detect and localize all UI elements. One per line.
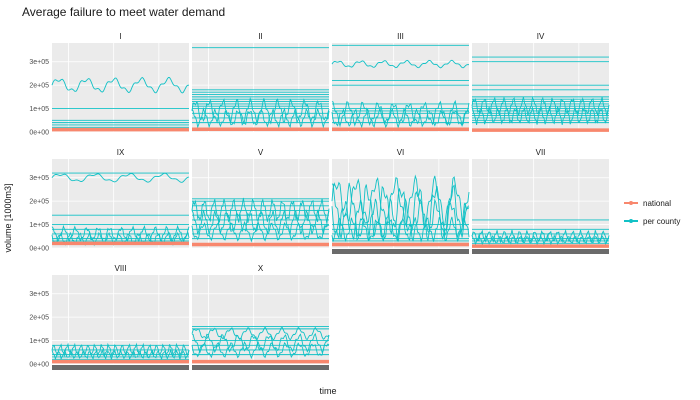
facet-panel-I: I 0e+00 1e+05 2e+05 3e+05 (29, 32, 189, 137)
panel-background (472, 159, 609, 248)
facet-label: IX (117, 148, 125, 157)
series-line-per-county (331, 174, 470, 228)
series-line-per-county (331, 182, 470, 239)
series-line-per-county (51, 76, 189, 94)
facet-label: III (397, 32, 404, 41)
y-axis-title: volume [1000m3] (3, 183, 13, 252)
series-line-per-county (331, 106, 470, 129)
legend-key-point (629, 201, 633, 205)
facet-panel-II: II (191, 32, 330, 133)
facet-label: IV (537, 32, 545, 41)
series-line-per-county (191, 208, 330, 236)
series-line-per-county (471, 96, 610, 117)
y-tick-label: 1e+05 (29, 338, 49, 345)
series-line-per-county (191, 106, 330, 129)
x-tick-labels-overlapping (472, 249, 609, 254)
y-tick-label: 1e+05 (29, 106, 49, 113)
series-line-per-county (471, 233, 610, 246)
series-line-per-county (51, 348, 190, 362)
x-tick-labels-overlapping (52, 365, 189, 370)
facet-panel-V: V (191, 148, 330, 249)
series-line-per-county (191, 197, 330, 223)
series-line-per-county (191, 220, 330, 243)
series-line-per-county (191, 326, 330, 341)
facet-label: I (119, 32, 121, 41)
panel-background (332, 43, 469, 132)
legend-entry: national (643, 199, 671, 208)
series-line-per-county (51, 172, 190, 183)
y-tick-label: 2e+05 (29, 315, 49, 322)
series-line-per-county (331, 216, 470, 243)
series-line-per-county (191, 97, 330, 125)
y-tick-label: 1e+05 (29, 222, 49, 229)
series-line-per-county (331, 59, 470, 69)
y-tick-label: 2e+05 (29, 199, 49, 206)
facet-label: V (258, 148, 264, 157)
facet-label: X (258, 264, 264, 273)
y-tick-label: 0e+00 (29, 130, 49, 137)
x-axis-title: time (319, 386, 336, 396)
y-tick-label: 0e+00 (29, 362, 49, 369)
series-line-per-county (51, 224, 190, 244)
facet-panel-VIII: VIII 0e+00 1e+05 2e+05 3e+05 (29, 264, 190, 370)
y-tick-label: 3e+05 (29, 175, 49, 182)
facet-panel-IX: IX 0e+00 1e+05 2e+05 3e+05 (29, 148, 190, 253)
legend-key-point (629, 219, 633, 223)
facet-panel-VI: VI (331, 148, 470, 254)
facet-label: VII (536, 148, 546, 157)
facet-label: VIII (114, 264, 126, 273)
series-line-per-county (471, 105, 610, 125)
x-tick-labels-overlapping (192, 365, 329, 370)
facet-label: II (258, 32, 262, 41)
series-line-per-county (331, 197, 470, 242)
y-tick-label: 0e+00 (29, 246, 49, 253)
y-tick-label: 2e+05 (29, 83, 49, 90)
y-tick-label: 3e+05 (29, 59, 49, 66)
panel-background (192, 159, 329, 248)
facet-panel-III: III (331, 32, 470, 133)
legend-entry: per county (643, 217, 680, 226)
y-tick-label: 3e+05 (29, 291, 49, 298)
series-line-per-county (471, 228, 610, 244)
facet-panel-X: X (191, 264, 330, 370)
x-tick-labels-overlapping (332, 249, 469, 254)
facet-label: VI (397, 148, 405, 157)
series-line-per-county (191, 340, 330, 360)
facet-panel-IV: IV (471, 32, 610, 133)
chart-title: Average failure to meet water demand (22, 5, 225, 19)
legend: national per county (624, 199, 680, 226)
facet-panel-VII: VII (471, 148, 610, 254)
